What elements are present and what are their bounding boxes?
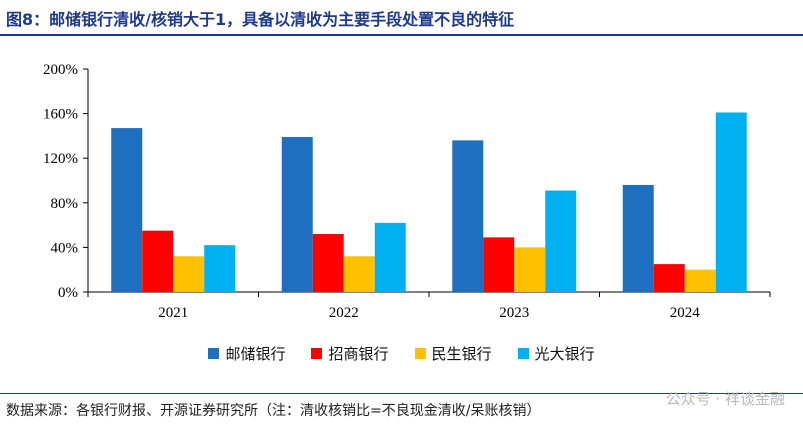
bar — [142, 230, 174, 292]
legend-item: 光大银行 — [517, 343, 595, 364]
bar — [281, 137, 313, 292]
bar — [111, 128, 143, 292]
legend-swatch — [414, 348, 426, 359]
x-tick-label: 2022 — [329, 305, 359, 321]
title-divider — [0, 34, 803, 36]
legend-label: 招商银行 — [328, 345, 389, 363]
legend-label: 邮储银行 — [225, 345, 286, 363]
bar — [374, 222, 406, 292]
legend-label: 光大银行 — [534, 345, 595, 363]
bar — [204, 245, 236, 292]
bar — [545, 190, 577, 292]
y-tick-label: 80% — [51, 196, 79, 212]
bar — [684, 269, 716, 292]
chart-title: 图8：邮储银行清收/核销大于1，具备以清收为主要手段处置不良的特征 — [6, 10, 515, 29]
legend-item: 民生银行 — [414, 343, 492, 364]
footer-divider — [0, 393, 803, 394]
chart-legend: 邮储银行 招商银行 民生银行 光大银行 — [0, 343, 803, 364]
x-tick-label: 2024 — [670, 305, 701, 321]
y-tick-label: 0% — [58, 285, 78, 301]
bar — [483, 237, 515, 292]
bar — [715, 112, 747, 292]
legend-label: 民生银行 — [431, 345, 492, 363]
bar — [173, 256, 205, 292]
source-note: 数据来源：各银行财报、开源证券研究所（注：清收核销比=不良现金清收/呆账核销） — [6, 403, 541, 419]
y-tick-label: 200% — [43, 62, 78, 78]
x-tick-label: 2021 — [158, 305, 188, 321]
bar — [653, 264, 685, 292]
y-tick-label: 120% — [43, 151, 78, 167]
watermark: 公众号 · 祥谈金融 — [665, 390, 785, 408]
legend-swatch — [208, 348, 220, 359]
bar-chart: 0% 40% 80% 120% 160% 200% 2021 2022 2023 2024 — [43, 62, 771, 321]
bar — [514, 247, 546, 292]
bar — [622, 184, 654, 292]
bar — [312, 234, 344, 292]
legend-item: 邮储银行 — [208, 343, 285, 364]
bar — [343, 256, 375, 292]
legend-swatch — [311, 348, 323, 359]
legend-item: 招商银行 — [311, 343, 389, 364]
y-tick-label: 160% — [43, 107, 78, 123]
bar — [452, 140, 484, 292]
legend-swatch — [517, 348, 529, 359]
y-tick-label: 40% — [51, 240, 79, 256]
x-tick-label: 2023 — [499, 305, 529, 321]
